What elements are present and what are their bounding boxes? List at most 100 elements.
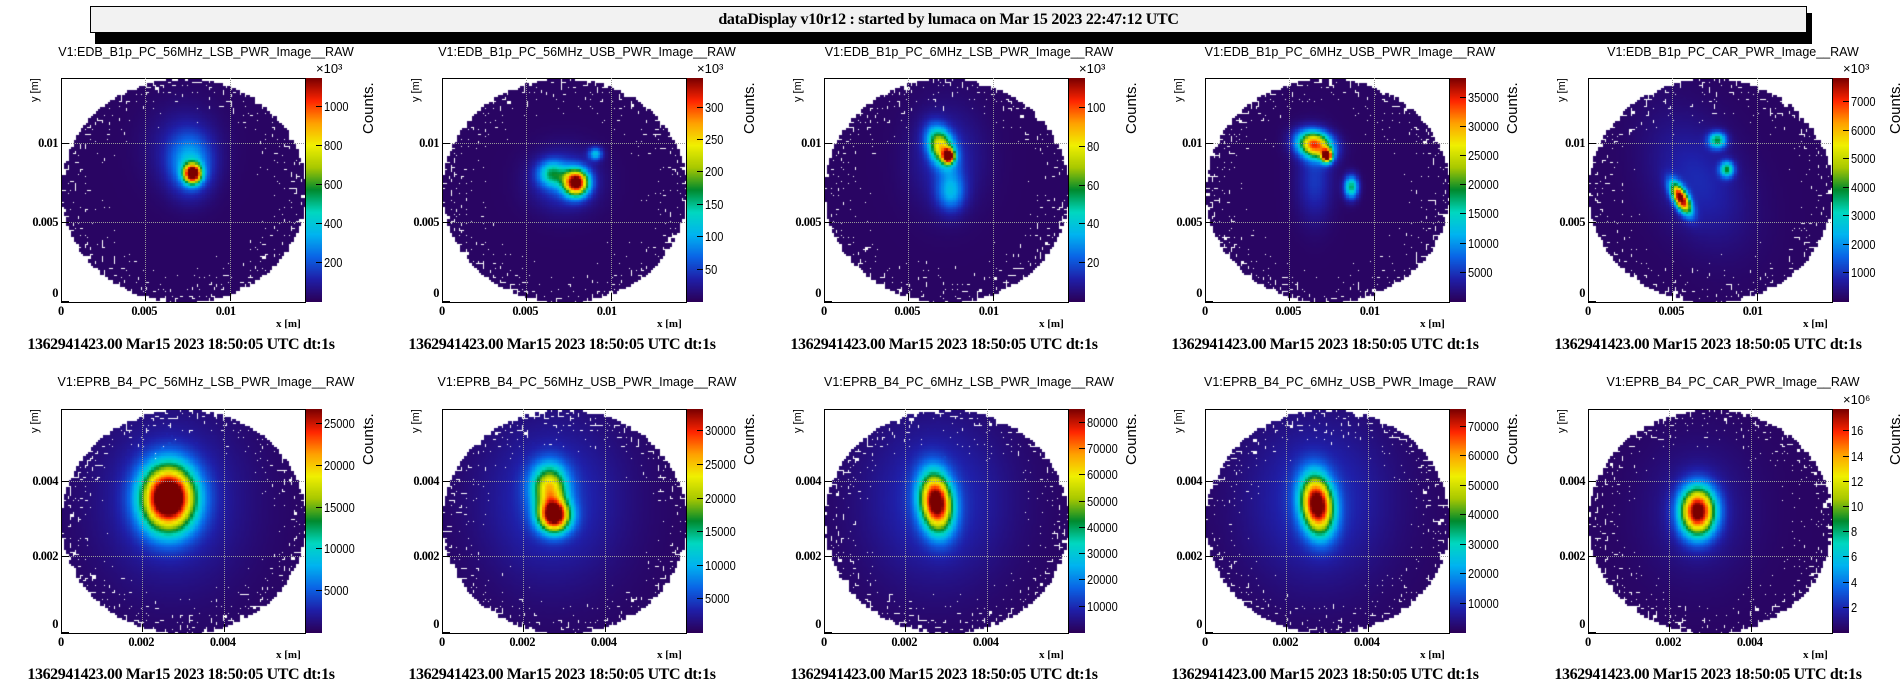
colorbar-tick-mark: [697, 464, 703, 466]
grid-line-vertical: [1289, 78, 1291, 301]
colorbar-tick-label: 70000: [1468, 418, 1499, 434]
grid-line-horizontal: [442, 142, 685, 144]
y-tick-label: 0: [433, 286, 439, 300]
y-tick-mark: [1588, 632, 1596, 633]
colorbar-tick-label: 70000: [1087, 440, 1118, 456]
grid-line-vertical: [223, 409, 225, 632]
x-tick-mark: [223, 624, 225, 632]
x-tick-label: 0.01: [1742, 304, 1763, 318]
heatmap-plot-frame: [1205, 409, 1450, 634]
colorbar-tick-label: 16: [1851, 423, 1864, 439]
x-axis-label: x [m]: [1420, 649, 1445, 661]
x-tick-label: 0.01: [978, 304, 999, 318]
colorbar-tick-mark: [1460, 242, 1466, 244]
x-tick-label: 0.004: [209, 635, 236, 649]
x-tick-mark: [992, 293, 994, 301]
colorbar-tick-mark: [697, 531, 703, 533]
colorbar: [1069, 409, 1085, 633]
grid-line-horizontal: [1588, 221, 1831, 223]
x-tick-label: 0: [1585, 635, 1591, 649]
heatmap-image: [443, 79, 686, 302]
y-tick-mark: [61, 301, 69, 302]
y-tick-label: 0.004: [32, 473, 58, 488]
colorbar-tick-mark: [316, 222, 322, 224]
y-tick-mark: [1205, 632, 1213, 633]
y-axis-label: y [m]: [792, 78, 804, 102]
colorbar-tick-label: 50: [705, 261, 718, 277]
y-tick-label: 0.002: [1176, 549, 1202, 564]
heatmap-plot-frame: [1205, 78, 1450, 303]
x-axis-label: x [m]: [1420, 318, 1445, 330]
colorbar-exponent: ×10³: [316, 61, 343, 76]
panel-title: V1:EDB_B1p_PC_CAR_PWR_Image__RAW: [1607, 45, 1859, 59]
colorbar-tick-label: 20000: [1468, 566, 1499, 581]
timestamp: 1362941423.00 Mar15 2023 18:50:05 UTC dt…: [408, 336, 716, 353]
y-axis-label: y [m]: [29, 78, 41, 102]
colorbar-tick-mark: [1843, 430, 1849, 432]
x-tick-mark: [905, 624, 907, 632]
heatmap-image: [825, 410, 1068, 633]
colorbar-tick-mark: [1843, 531, 1849, 533]
colorbar-tick-mark: [1079, 579, 1085, 581]
colorbar-tick-mark: [1460, 96, 1466, 98]
timestamp: 1362941423.00 Mar15 2023 18:50:05 UTC dt…: [1554, 336, 1862, 353]
colorbar-tick-mark: [1460, 125, 1466, 127]
x-axis-label: x [m]: [657, 649, 682, 661]
y-tick-label: 0.002: [795, 549, 821, 564]
y-tick-label: 0.002: [32, 549, 58, 564]
colorbar-tick-mark: [1079, 184, 1085, 186]
colorbar-tick-mark: [316, 464, 322, 466]
x-tick-label: 0: [1202, 635, 1208, 649]
x-tick-label: 0.01: [215, 304, 236, 318]
colorbar-tick-mark: [1843, 556, 1849, 558]
x-axis-label: x [m]: [1039, 649, 1064, 661]
y-tick-mark: [1205, 301, 1213, 302]
timestamp: 1362941423.00 Mar15 2023 18:50:05 UTC dt…: [790, 666, 1098, 683]
colorbar-tick-label: 25000: [705, 457, 736, 473]
colorbar-tick-mark: [1460, 455, 1466, 457]
colorbar-tick-mark: [1079, 526, 1085, 528]
y-tick-label: 0: [433, 617, 439, 631]
y-tick-mark: [824, 301, 832, 302]
grid-line-horizontal: [61, 221, 304, 223]
colorbar-tick-label: 15000: [1468, 206, 1499, 222]
colorbar-tick-label: 800: [324, 137, 343, 153]
colorbar-tick-label: 8: [1851, 524, 1858, 540]
y-tick-label: 0.005: [1559, 214, 1585, 229]
grid-line-horizontal: [61, 480, 304, 482]
colorbar-axis-label: Counts.: [1123, 413, 1140, 465]
y-tick-mark: [1588, 556, 1596, 558]
y-axis-label: y [m]: [410, 409, 422, 433]
grid-line-horizontal: [824, 142, 1067, 144]
y-tick-label: 0.005: [32, 214, 58, 229]
x-tick-mark: [1588, 624, 1589, 632]
y-tick-label: 0: [1579, 617, 1585, 631]
grid-line-horizontal: [1588, 142, 1831, 144]
colorbar-tick-mark: [1079, 223, 1085, 225]
y-tick-label: 0.01: [419, 135, 439, 150]
x-tick-mark: [1367, 624, 1369, 632]
y-tick-label: 0.005: [795, 214, 821, 229]
y-tick-mark: [1205, 480, 1213, 482]
heatmap-plot-frame: [61, 409, 306, 634]
y-tick-mark: [1588, 142, 1596, 144]
colorbar-tick-mark: [1843, 272, 1849, 274]
x-tick-label: 0.004: [1736, 635, 1763, 649]
y-axis-label: y [m]: [1556, 78, 1568, 102]
colorbar-tick-mark: [1079, 474, 1085, 476]
x-tick-label: 0: [821, 304, 827, 318]
panel-title: V1:EDB_B1p_PC_56MHz_USB_PWR_Image__RAW: [438, 45, 736, 59]
colorbar-tick-label: 5000: [1468, 264, 1493, 280]
grid-line-vertical: [1672, 78, 1674, 301]
timestamp: 1362941423.00 Mar15 2023 18:50:05 UTC dt…: [1554, 666, 1862, 683]
colorbar-tick-mark: [697, 236, 703, 238]
colorbar-tick-mark: [697, 598, 703, 600]
colorbar-tick-mark: [697, 564, 703, 566]
grid-line-horizontal: [442, 556, 685, 558]
colorbar-tick-label: 50000: [1468, 477, 1499, 493]
colorbar-tick-mark: [697, 138, 703, 140]
grid-line-horizontal: [1205, 142, 1448, 144]
grid-line-horizontal: [1205, 556, 1448, 558]
y-tick-label: 0.005: [1176, 214, 1202, 229]
timestamp: 1362941423.00 Mar15 2023 18:50:05 UTC dt…: [790, 336, 1098, 353]
